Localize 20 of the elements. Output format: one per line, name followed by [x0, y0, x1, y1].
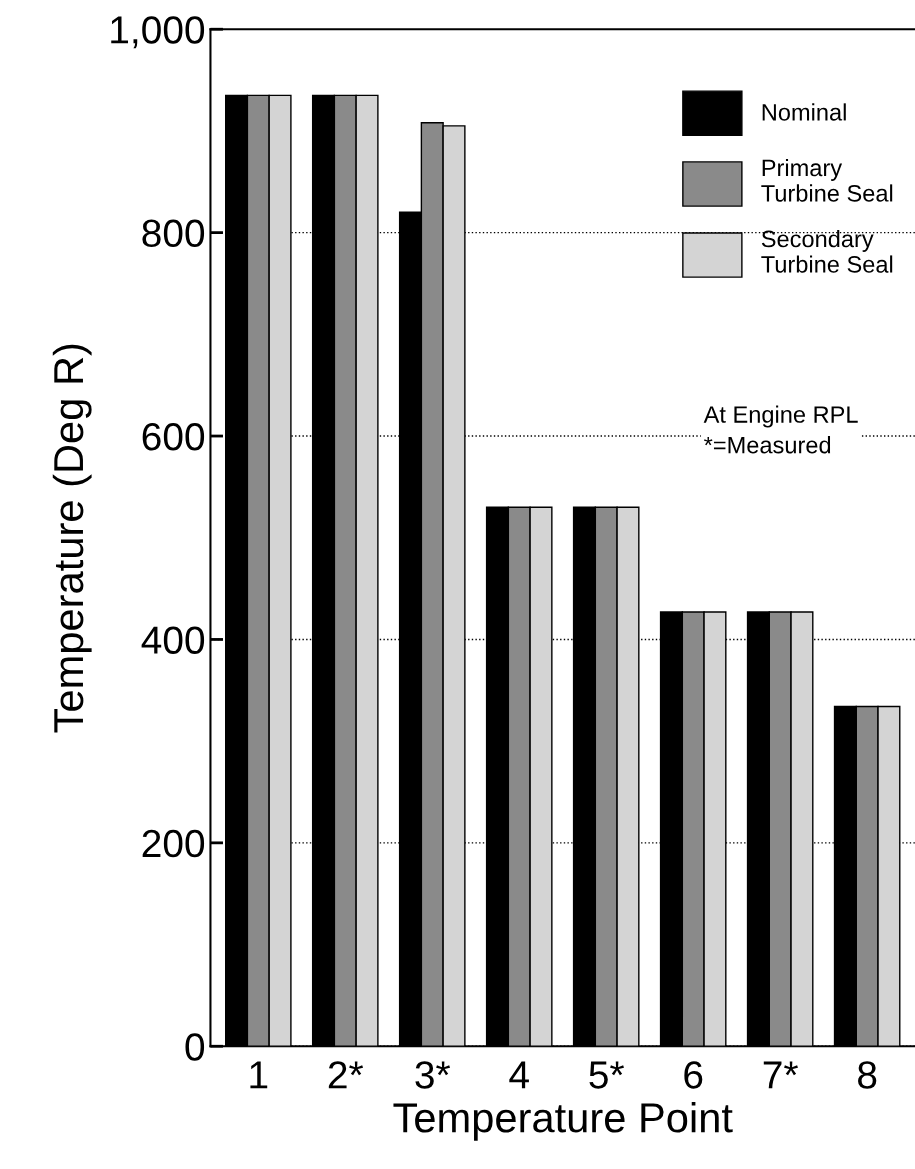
y-tick-label: 200	[142, 829, 205, 858]
x-tick-label: 3*	[415, 1061, 451, 1089]
legend-label: Primary Turbine Seal	[761, 158, 893, 202]
y-tick-label: 1,000	[111, 16, 205, 49]
annotation: At Engine RPL *=Measured	[703, 405, 858, 454]
x-tick-label: 4	[509, 1061, 529, 1089]
x-tick-label: 7*	[763, 1061, 798, 1089]
x-tick-label: 6	[684, 1061, 703, 1089]
legend-label: Nominal	[762, 103, 846, 121]
legend-label: Secondary Turbine Seal	[761, 229, 893, 273]
y-tick-label: 800	[142, 219, 205, 248]
x-tick-label: 1	[250, 1061, 268, 1089]
y-tick-label: 400	[141, 626, 205, 654]
x-tick-label: 8	[858, 1061, 877, 1089]
y-tick-label: 0	[185, 1033, 205, 1061]
x-axis-title: Temperature Point	[393, 1101, 733, 1141]
y-axis-title: Temperature (Deg R)	[52, 344, 92, 733]
y-tick-label: 600	[142, 422, 205, 451]
x-tick-label: 2*	[328, 1061, 364, 1089]
x-tick-label: 5*	[589, 1061, 624, 1089]
